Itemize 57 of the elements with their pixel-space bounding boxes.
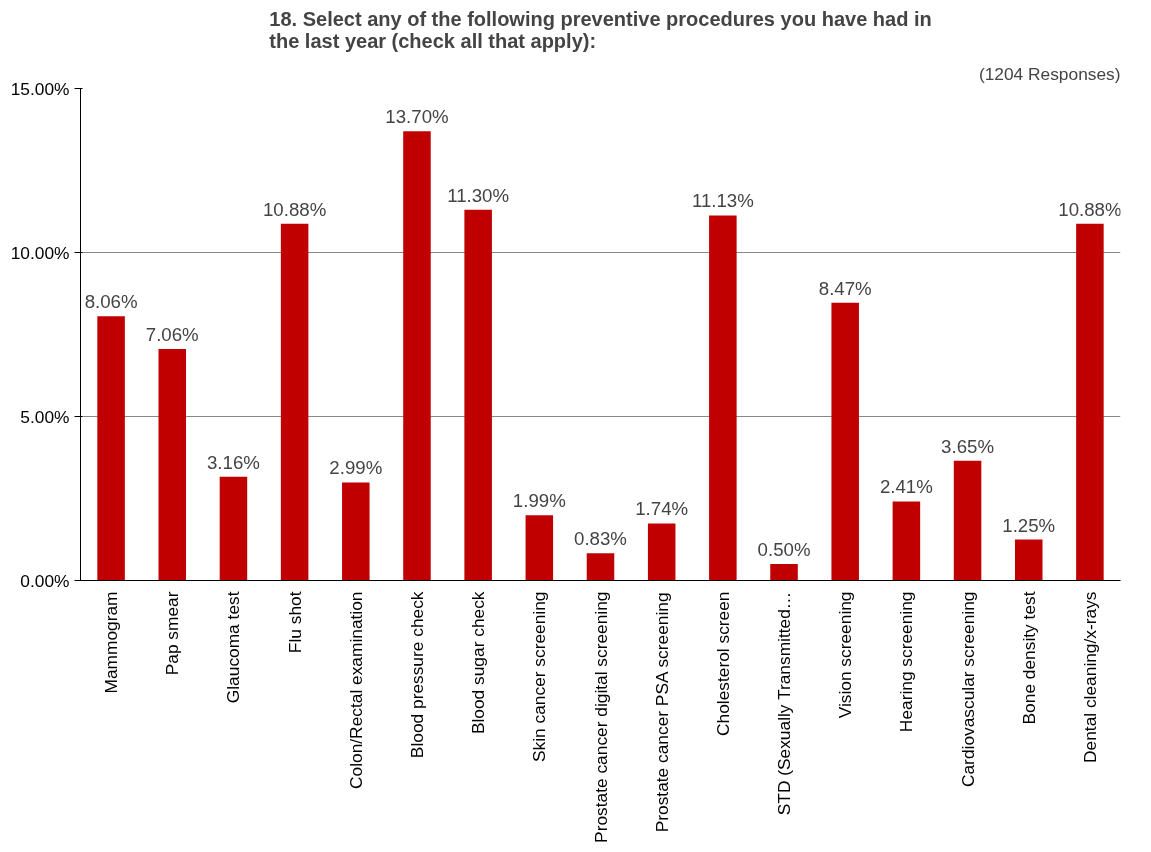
- data-label: 2.41%: [879, 476, 933, 498]
- bar: [158, 348, 187, 581]
- x-tick-label: Blood sugar check: [468, 591, 489, 735]
- data-label: 11.13%: [691, 190, 754, 212]
- bar: [892, 501, 921, 581]
- bar: [953, 460, 982, 581]
- data-label: 2.99%: [329, 457, 383, 479]
- y-tick-label: 10.00%: [10, 242, 70, 263]
- x-tick-label: Bone density test: [1018, 591, 1039, 725]
- bar: [1014, 539, 1043, 581]
- bar: [280, 223, 309, 581]
- bar: [464, 209, 492, 581]
- y-tick-label: 5.00%: [20, 406, 70, 427]
- bar: [709, 215, 737, 581]
- x-tick-label: Dental cleaning/x-rays: [1079, 591, 1100, 763]
- x-tick-label: Blood pressure check: [406, 591, 427, 759]
- data-label: 7.06%: [145, 323, 199, 345]
- data-label: 1.99%: [512, 490, 566, 512]
- bar: [403, 131, 431, 581]
- text: (1204 Responses): [978, 63, 1121, 84]
- data-label: 1.25%: [1002, 514, 1056, 536]
- chart-title: 18. Select any of the following preventive procedures you have had in the last year (check all that apply):: [269, 7, 932, 52]
- bar: [525, 515, 554, 581]
- bar: [1076, 223, 1104, 581]
- data-label: 13.70%: [385, 106, 449, 128]
- data-label: 8.06%: [84, 291, 138, 313]
- bar: [770, 564, 798, 581]
- data-label: 0.50%: [757, 539, 811, 561]
- bar: [586, 553, 615, 581]
- y-tick-label: 0.00%: [20, 570, 70, 591]
- data-label: 3.65%: [941, 435, 995, 457]
- x-tick-label: Prostate cancer digital screening: [590, 591, 611, 843]
- bar: [342, 482, 370, 581]
- x-tick-label: Cardiovascular screening: [957, 591, 978, 788]
- x-tick-label: Skin cancer screening: [529, 591, 550, 762]
- data-label: 11.30%: [447, 184, 510, 206]
- data-label: 3.16%: [206, 451, 260, 473]
- data-label: 10.88%: [262, 198, 327, 220]
- bar: [831, 302, 859, 581]
- x-tick-label: STD (Sexually Transmitted…: [774, 591, 795, 816]
- data-label: 8.47%: [818, 277, 872, 299]
- bar: [647, 523, 676, 581]
- x-tick-label: Prostate cancer PSA screening: [651, 592, 672, 833]
- x-tick-label: Vision screening: [835, 591, 856, 719]
- x-tick-label: Hearing screening: [896, 591, 917, 733]
- data-label: 1.74%: [635, 498, 689, 520]
- data-label: 10.88%: [1058, 198, 1122, 220]
- x-tick-label: Colon/Rectal examination: [345, 591, 366, 789]
- bar: [219, 476, 248, 581]
- x-tick-label: Flu shot: [284, 591, 305, 654]
- x-tick-label: Pap smear: [162, 591, 183, 676]
- bar: [97, 316, 125, 581]
- x-tick-label: Cholesterol screen: [712, 591, 733, 736]
- x-tick-label: Glaucoma test: [223, 591, 244, 704]
- x-tick-label: Mammogram: [101, 591, 122, 694]
- data-label: 0.83%: [574, 528, 627, 550]
- y-tick-label: 15.00%: [10, 78, 70, 99]
